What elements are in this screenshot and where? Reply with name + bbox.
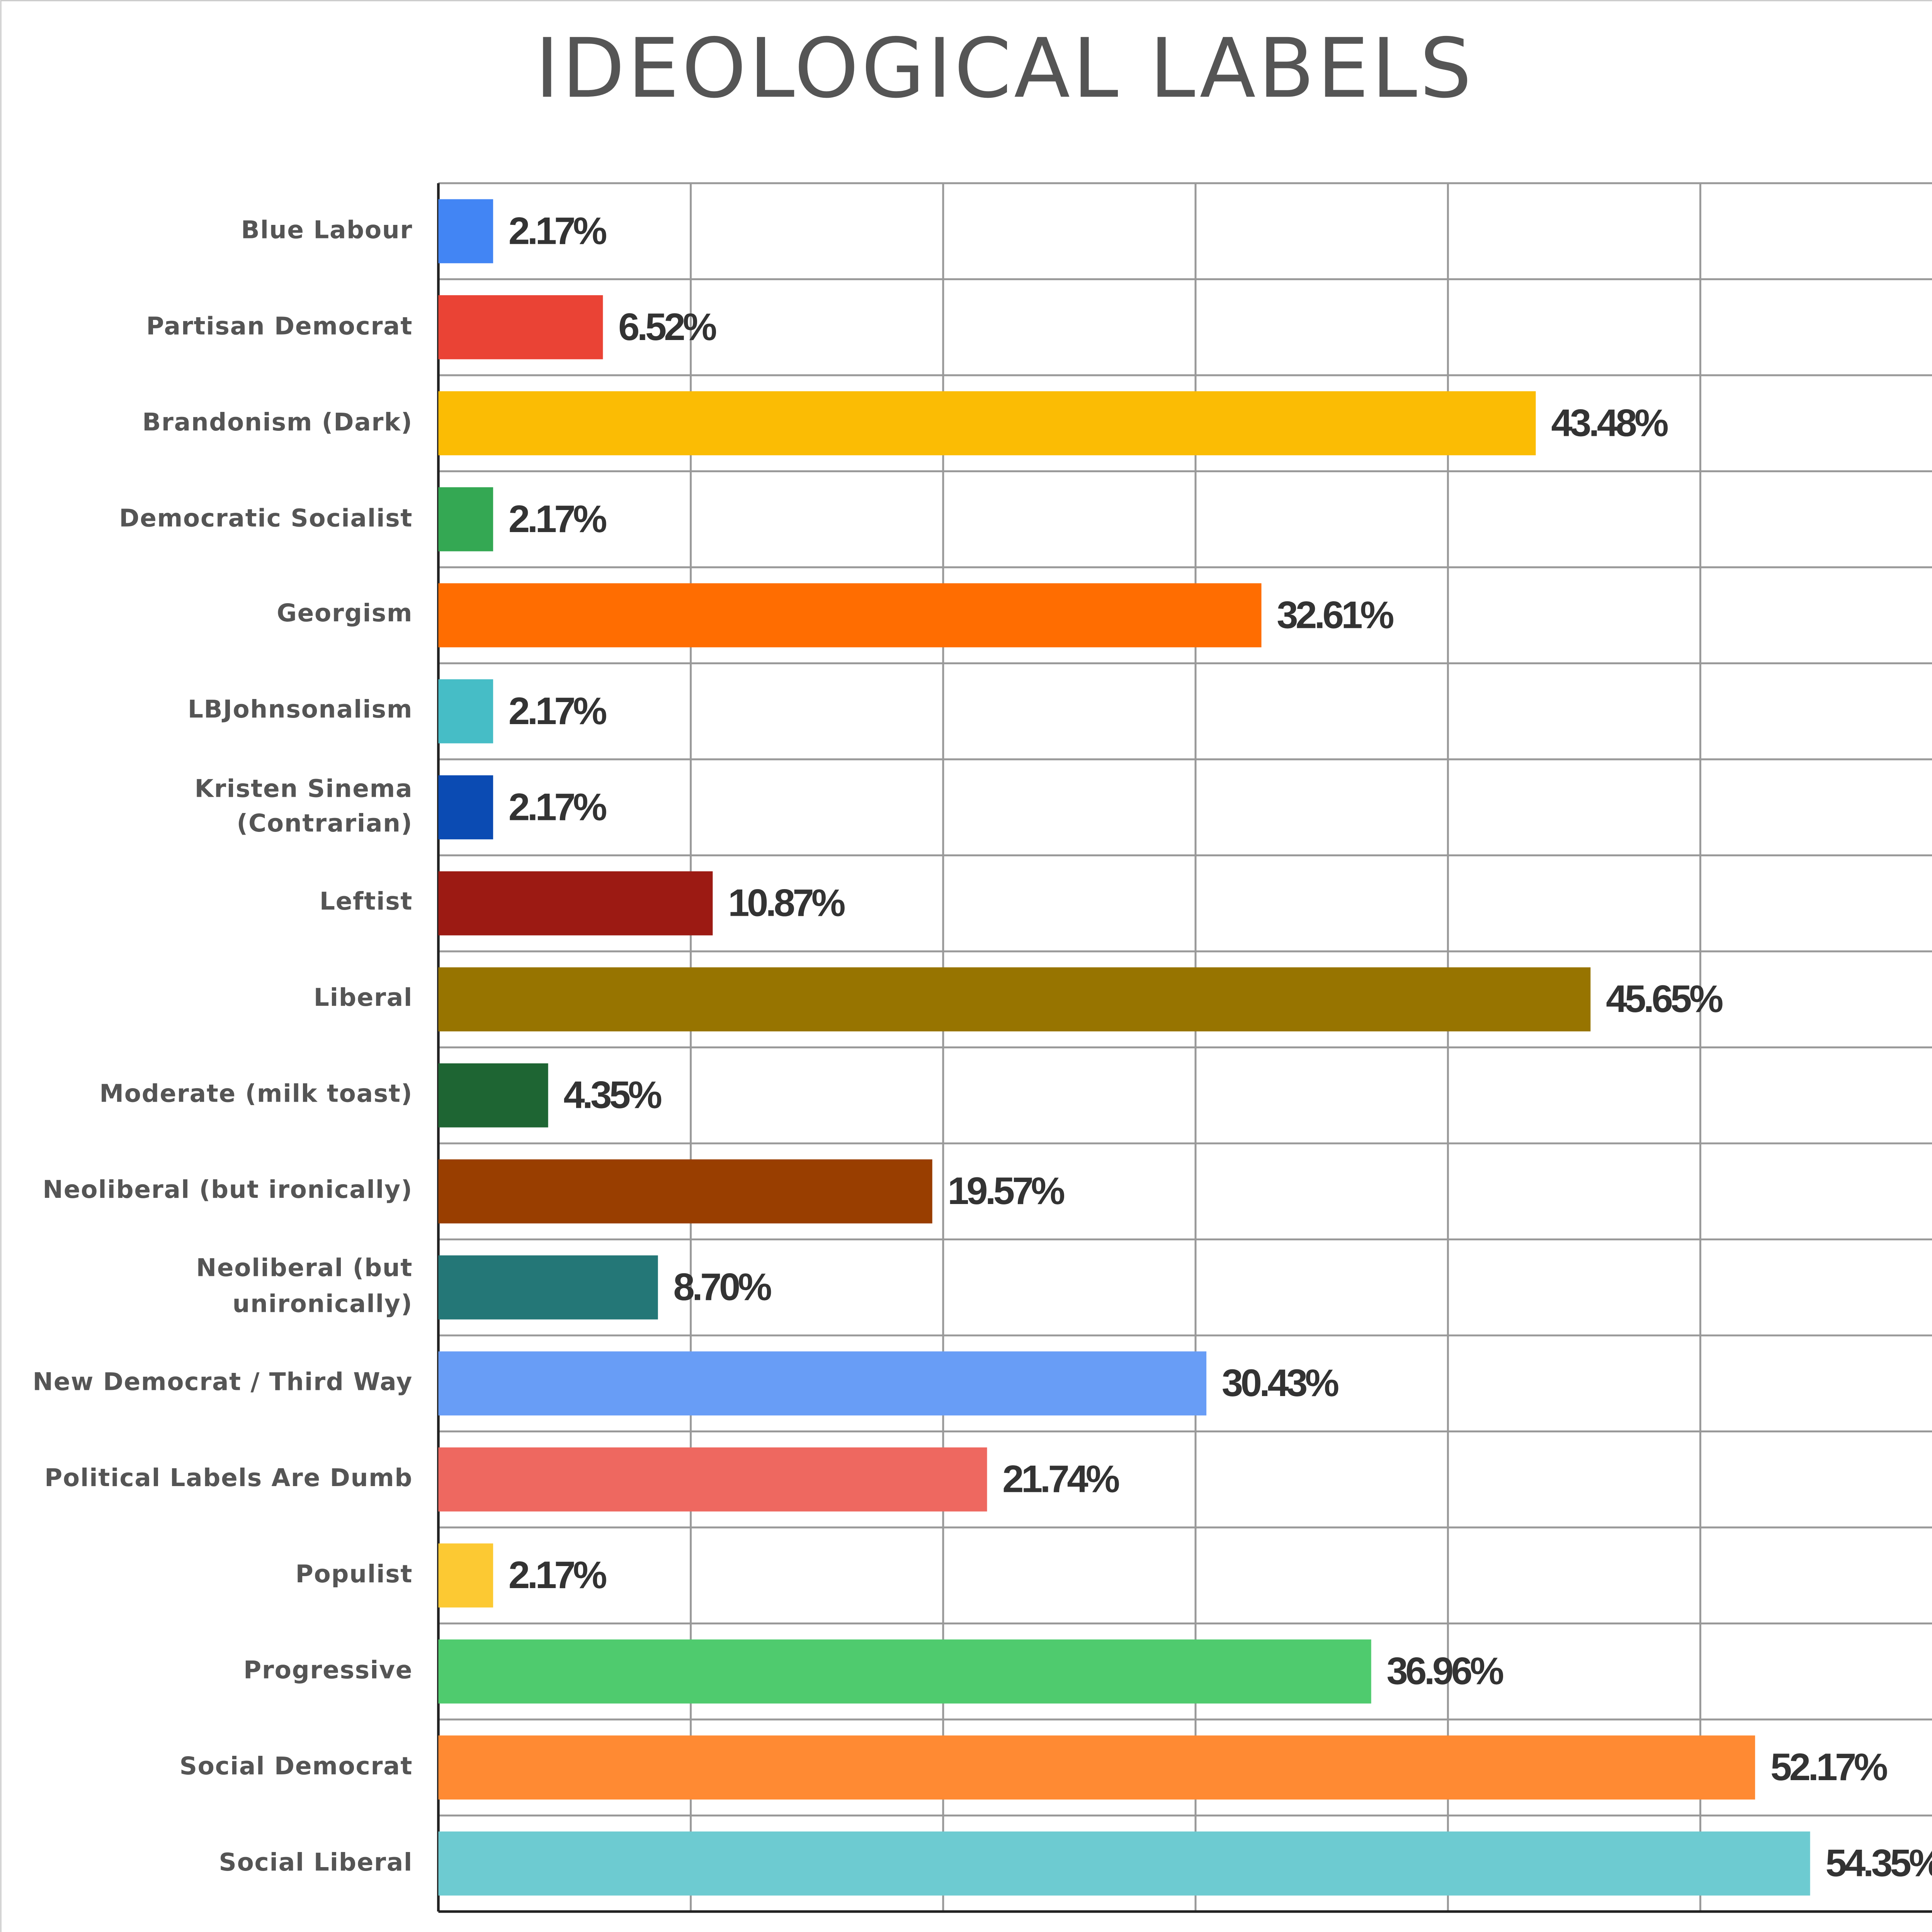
category-label-box: Liberal xyxy=(313,984,413,1013)
bar xyxy=(438,1063,548,1128)
value-label: 10.87% xyxy=(728,882,845,925)
value-label: 2.17% xyxy=(509,498,606,541)
bar xyxy=(438,583,1262,648)
y-tick-label: Social Liberal xyxy=(219,1848,413,1877)
bar xyxy=(438,487,493,551)
value-label: 36.96% xyxy=(1386,1650,1503,1693)
value-label: 6.52% xyxy=(618,306,716,349)
bar xyxy=(438,1639,1371,1704)
value-label: 45.65% xyxy=(1606,978,1723,1020)
bar xyxy=(438,1351,1207,1416)
category-label-box: Social Liberal xyxy=(219,1848,413,1877)
value-label: 19.57% xyxy=(948,1170,1065,1213)
y-tick-label: Social Democrat xyxy=(179,1752,413,1781)
y-tick-label: Blue Labour xyxy=(241,216,413,245)
value-label: 54.35% xyxy=(1825,1842,1932,1885)
bar xyxy=(438,1543,493,1608)
y-tick-label: Populist xyxy=(295,1560,413,1589)
y-tick-label: New Democrat / Third Way xyxy=(32,1368,413,1397)
y-tick-label: Democratic Socialist xyxy=(119,504,413,532)
value-label: 2.17% xyxy=(509,209,606,252)
y-tick-label: Moderate (milk toast) xyxy=(99,1080,413,1109)
value-label: 21.74% xyxy=(1002,1458,1119,1501)
category-label-box: Political Labels Are Dumb xyxy=(44,1464,413,1493)
bar xyxy=(438,679,493,743)
y-tick-label: LBJohnsonalism xyxy=(187,696,413,724)
y-tick-label: Neoliberal (but unironically) xyxy=(196,1255,413,1318)
value-label: 32.61% xyxy=(1277,594,1393,636)
value-label: 52.17% xyxy=(1770,1746,1887,1789)
category-label-box: Moderate (milk toast) xyxy=(99,1080,413,1109)
y-tick-label: Political Labels Are Dumb xyxy=(44,1464,413,1493)
value-label: 4.35% xyxy=(563,1074,661,1117)
value-label: 43.48% xyxy=(1551,401,1668,444)
category-label-box: Social Democrat xyxy=(179,1752,413,1781)
bar xyxy=(438,967,1591,1032)
bar xyxy=(438,775,493,840)
y-tick-label: Brandonism (Dark) xyxy=(142,408,413,437)
bar xyxy=(438,1831,1810,1896)
category-label-box: Neoliberal (but unironically) xyxy=(196,1255,413,1318)
value-label: 2.17% xyxy=(509,690,606,733)
category-label-box: LBJohnsonalism xyxy=(187,696,413,724)
value-label: 30.43% xyxy=(1222,1362,1338,1405)
bar xyxy=(438,871,713,935)
category-label-box: Neoliberal (but ironically) xyxy=(43,1176,413,1205)
category-label-box: Progressive xyxy=(243,1656,413,1685)
category-label-box: Brandonism (Dark) xyxy=(142,408,413,437)
category-label-box: New Democrat / Third Way xyxy=(32,1368,413,1397)
bar xyxy=(438,1735,1755,1800)
category-label-box: Partisan Democrat xyxy=(146,312,413,340)
category-label-box: Georgism xyxy=(277,600,413,629)
bar xyxy=(438,199,493,264)
y-tick-label: Progressive xyxy=(243,1656,413,1685)
category-label-box: Leftist xyxy=(319,888,413,917)
y-tick-label: Neoliberal (but ironically) xyxy=(43,1176,413,1205)
y-tick-label: Leftist xyxy=(319,888,413,917)
y-tick-label: Georgism xyxy=(277,600,413,629)
bar xyxy=(438,1255,658,1320)
category-label-box: Populist xyxy=(295,1560,413,1589)
category-label-box: Kristen Sinema (Contrarian) xyxy=(194,774,413,838)
bar xyxy=(438,1447,987,1512)
category-label-box: Democratic Socialist xyxy=(119,504,413,532)
y-tick-label: Kristen Sinema (Contrarian) xyxy=(194,774,413,838)
value-label: 8.70% xyxy=(673,1266,771,1309)
value-label: 2.17% xyxy=(509,1554,606,1597)
value-label: 2.17% xyxy=(509,786,606,828)
y-tick-label: Liberal xyxy=(313,984,413,1013)
bar xyxy=(438,1159,932,1224)
bar xyxy=(438,295,603,359)
chart-title: IDEOLOGICAL LABELS xyxy=(535,21,1475,116)
y-tick-label: Partisan Democrat xyxy=(146,312,413,340)
bar xyxy=(438,391,1536,456)
category-label-box: Blue Labour xyxy=(241,216,413,245)
